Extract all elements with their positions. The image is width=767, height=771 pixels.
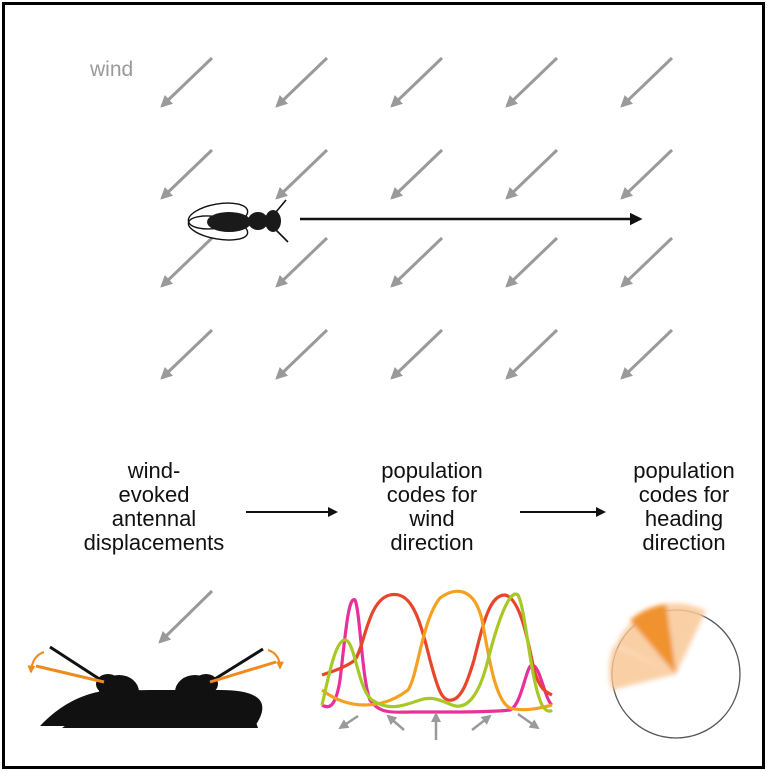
wind-arrow-icon: [390, 328, 444, 380]
stage-label-antennal: wind- evoked antennal displacements: [64, 459, 244, 555]
stage-label-line: codes for: [638, 482, 730, 507]
wind-arrow-icon: [275, 56, 329, 108]
stage-label-line: wind: [409, 506, 455, 531]
stage-label-heading-code: population codes for heading direction: [610, 459, 758, 555]
wind-arrow-icon: [160, 148, 214, 200]
antenna-illustration: [27, 589, 284, 728]
wind-arrow-icon: [275, 236, 329, 288]
fly-icon: [187, 199, 289, 243]
population-code-curves: [320, 589, 554, 714]
direction-arrow-icon: [338, 714, 359, 730]
wind-arrow-icon: [275, 148, 329, 200]
direction-arrows: [338, 712, 540, 740]
wind-arrow-icon: [158, 589, 214, 644]
wind-arrow-icon: [160, 328, 214, 380]
direction-arrow-icon: [386, 714, 405, 731]
wind-arrow-icon: [275, 328, 329, 380]
wind-arrow-icon: [390, 236, 444, 288]
stage-label-line: direction: [390, 530, 474, 555]
heading-direction-disk: [608, 603, 741, 739]
wind-arrow-icon: [620, 328, 674, 380]
wind-arrow-icon: [160, 56, 214, 108]
stage-label-line: wind-: [127, 458, 181, 483]
wind-arrow-icon: [505, 328, 559, 380]
stage-label-line: direction: [642, 530, 726, 555]
stage-label-line: population: [633, 458, 735, 483]
stage-label-line: codes for: [386, 482, 478, 507]
wind-arrow-icon: [505, 56, 559, 108]
stage-label-line: population: [381, 458, 483, 483]
wind-arrow-icon: [390, 56, 444, 108]
wind-field: [160, 56, 674, 380]
stage-label-line: evoked: [118, 482, 190, 507]
wind-label: wind: [90, 58, 134, 81]
stage-label-line: heading: [644, 506, 724, 531]
wind-arrow-icon: [160, 236, 214, 288]
direction-arrow-icon: [517, 712, 540, 730]
stage-label-line: antennal: [111, 506, 197, 531]
stage-label-wind-code: population codes for wind direction: [348, 459, 516, 555]
wind-arrow-icon: [620, 56, 674, 108]
direction-arrow-icon: [471, 714, 492, 731]
wind-arrow-icon: [620, 236, 674, 288]
wind-arrow-icon: [505, 236, 559, 288]
wind-arrow-icon: [505, 148, 559, 200]
stage-label-line: displacements: [83, 530, 225, 555]
wind-arrow-icon: [620, 148, 674, 200]
wind-arrow-icon: [390, 148, 444, 200]
